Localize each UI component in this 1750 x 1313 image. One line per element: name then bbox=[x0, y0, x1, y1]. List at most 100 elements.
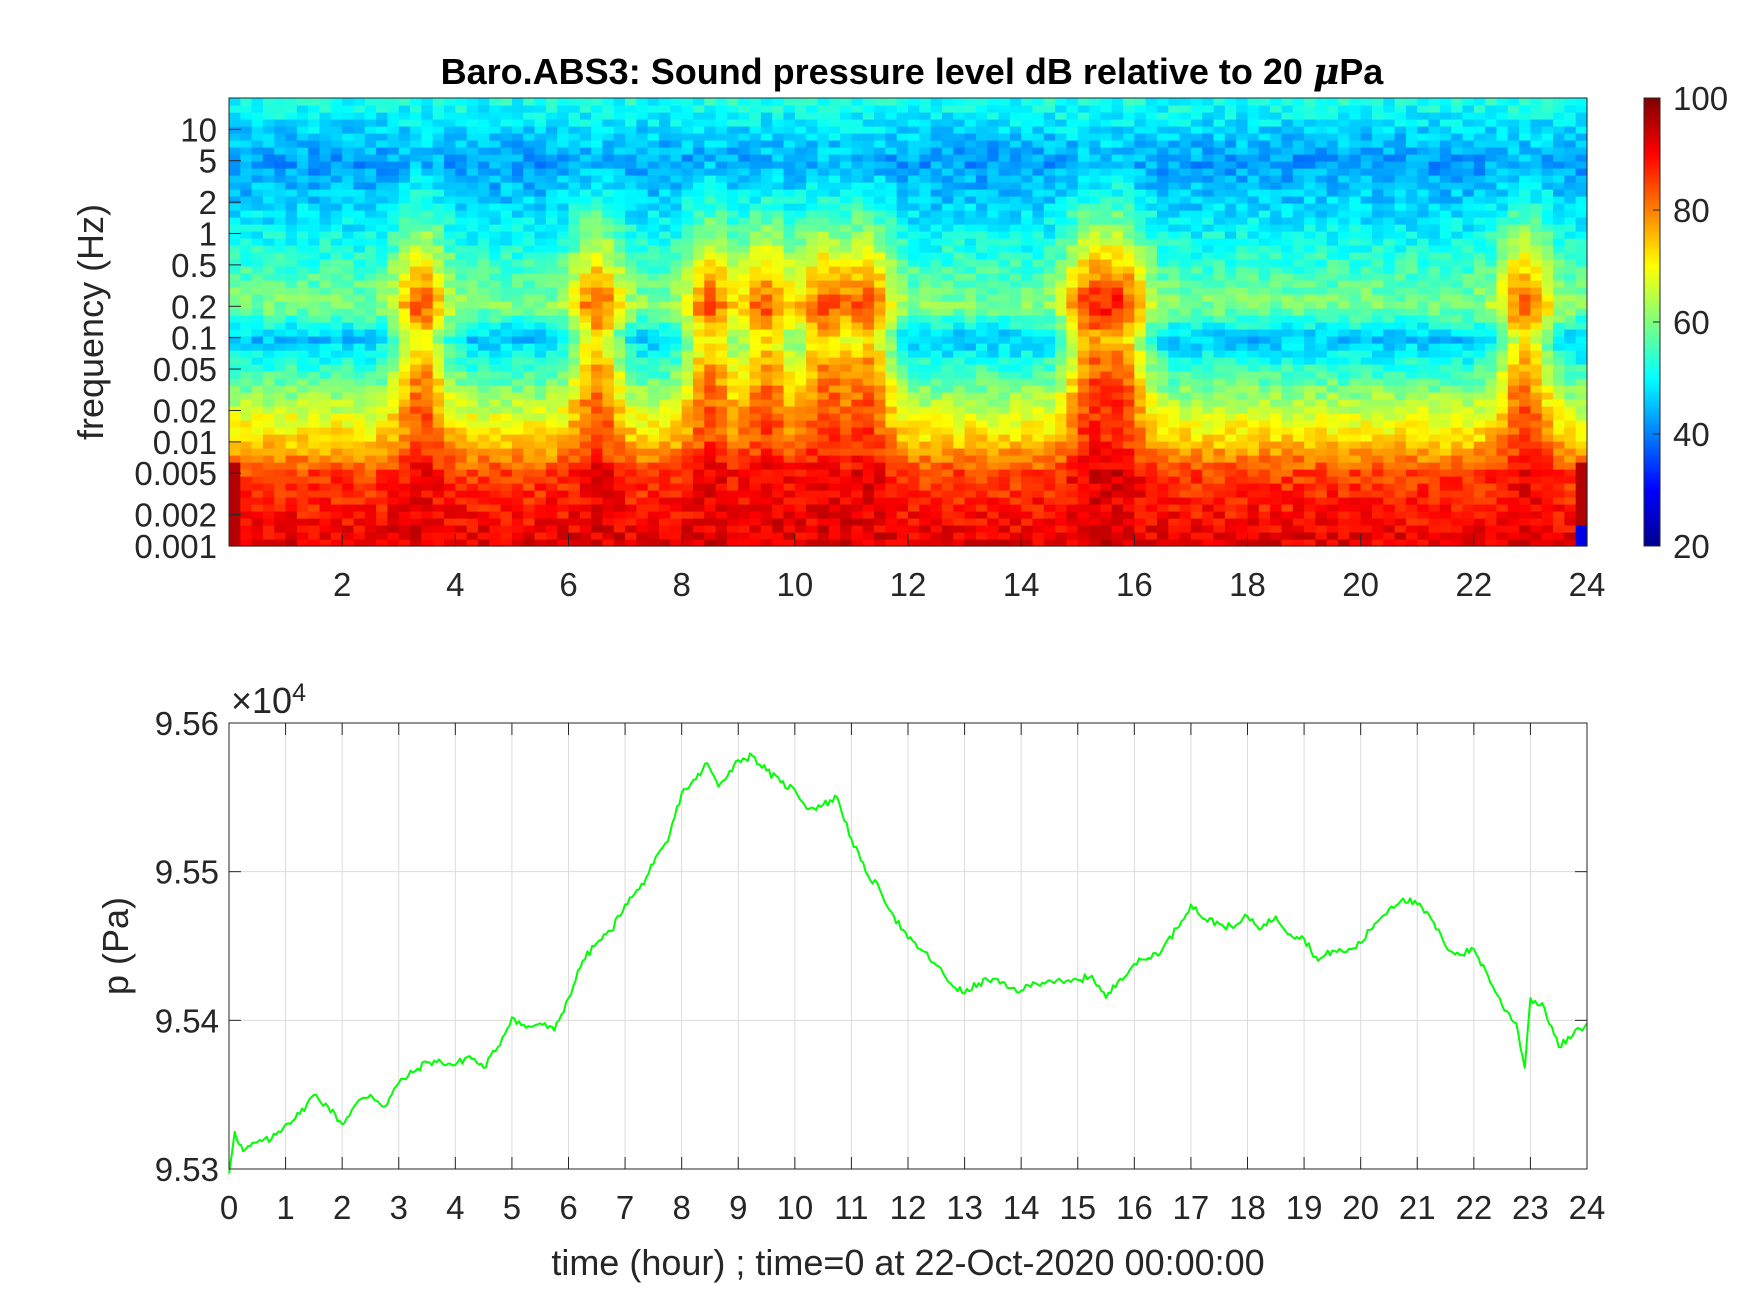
spectrogram-cell bbox=[557, 126, 570, 134]
spectrogram-cell bbox=[817, 525, 830, 533]
spectrogram-cell bbox=[444, 378, 456, 386]
spectrogram-cell bbox=[308, 168, 321, 176]
spectrogram-cell bbox=[975, 175, 988, 183]
spectrogram-cell bbox=[342, 189, 355, 197]
spectrogram-cell bbox=[421, 371, 434, 379]
spectrogram-cell bbox=[908, 497, 920, 505]
spectrogram-cell bbox=[1100, 140, 1113, 148]
spectrogram-cell bbox=[760, 336, 773, 344]
spectrogram-cell bbox=[987, 301, 1000, 309]
spectrogram-cell bbox=[1089, 161, 1101, 169]
spectrogram-cell bbox=[828, 322, 841, 330]
spectrogram-cell bbox=[647, 350, 660, 358]
spectrogram-cell bbox=[557, 182, 570, 190]
spectrogram-cell bbox=[376, 490, 389, 498]
spectrogram-cell bbox=[987, 259, 1000, 267]
spectrogram-cell bbox=[862, 273, 875, 281]
spectrogram-cell bbox=[500, 371, 513, 379]
spectrogram-cell bbox=[421, 518, 434, 526]
spectrogram-cell bbox=[500, 252, 513, 260]
spectrogram-cell bbox=[1066, 273, 1079, 281]
spectrogram-cell bbox=[330, 483, 343, 491]
spectrogram-cell bbox=[964, 224, 977, 232]
spectrogram-cell bbox=[783, 322, 796, 330]
spectrogram-cell bbox=[908, 168, 920, 176]
spectrogram-cell bbox=[432, 497, 445, 505]
spectrogram-cell bbox=[398, 315, 411, 323]
spectrogram-cell bbox=[1043, 203, 1056, 211]
spectrogram-cell bbox=[896, 322, 909, 330]
spectrogram-cell bbox=[659, 469, 671, 477]
spectrogram-cell bbox=[285, 161, 298, 169]
spectrogram-cell bbox=[602, 364, 615, 372]
spectrogram-cell bbox=[953, 406, 966, 414]
spectrogram-cell bbox=[511, 406, 524, 414]
spectrogram-cell bbox=[987, 525, 1000, 533]
spectrogram-cell bbox=[840, 259, 853, 267]
spectrogram-cell bbox=[534, 112, 547, 120]
spectrogram-cell bbox=[636, 504, 649, 512]
spectrogram-cell bbox=[738, 504, 751, 512]
spectrogram-cell bbox=[908, 287, 920, 295]
spectrogram-cell bbox=[591, 224, 604, 232]
spectrogram-cell bbox=[602, 308, 615, 316]
spectrogram-cell bbox=[376, 406, 389, 414]
spectrogram-cell bbox=[851, 469, 864, 477]
spectrogram-cell bbox=[760, 280, 773, 288]
spectrogram-cell bbox=[749, 539, 762, 547]
spectrogram-cell bbox=[591, 105, 604, 113]
spectrogram-cell bbox=[455, 105, 468, 113]
spectrogram-cell bbox=[523, 406, 536, 414]
spectrogram-cell bbox=[455, 511, 468, 519]
spectrogram-cell bbox=[896, 98, 909, 106]
spectrogram-cell bbox=[828, 252, 841, 260]
spectrogram-cell bbox=[760, 217, 773, 225]
spectrogram-cell bbox=[262, 539, 275, 547]
spectrogram-cell bbox=[885, 98, 898, 106]
spectrogram-cell bbox=[647, 469, 660, 477]
spectrogram-cell bbox=[602, 413, 615, 421]
spectrogram-cell bbox=[557, 189, 570, 197]
spectrogram-cell bbox=[851, 420, 864, 428]
spectrogram-cell bbox=[919, 392, 932, 400]
spectrogram-cell bbox=[251, 392, 264, 400]
spectrogram-cell bbox=[251, 259, 264, 267]
spectrogram-cell bbox=[296, 266, 309, 274]
spectrogram-cell bbox=[274, 497, 287, 505]
spectrogram-cell bbox=[749, 441, 762, 449]
spectrogram-cell bbox=[1077, 462, 1090, 470]
spectrogram-cell bbox=[862, 476, 875, 484]
spectrogram-cell bbox=[919, 231, 932, 239]
spectrogram-cell bbox=[851, 448, 864, 456]
spectrogram-cell bbox=[874, 490, 886, 498]
spectrogram-cell bbox=[455, 294, 468, 302]
spectrogram-cell bbox=[444, 336, 456, 344]
spectrogram-cell bbox=[919, 287, 932, 295]
spectrogram-cell bbox=[342, 483, 355, 491]
spectrogram-cell bbox=[885, 280, 898, 288]
spectrogram-cell bbox=[308, 476, 321, 484]
spectrogram-cell bbox=[387, 224, 400, 232]
spectrogram-cell bbox=[602, 231, 615, 239]
spectrogram-cell bbox=[760, 476, 773, 484]
spectrogram-cell bbox=[817, 154, 830, 162]
spectrogram-cell bbox=[602, 301, 615, 309]
spectrogram-cell bbox=[715, 497, 728, 505]
spectrogram-cell bbox=[308, 511, 321, 519]
spectrogram-cell bbox=[670, 427, 683, 435]
spectrogram-cell bbox=[987, 210, 1000, 218]
spectrogram-cell bbox=[319, 322, 332, 330]
spectrogram-cell bbox=[874, 280, 886, 288]
spectrogram-cell bbox=[647, 448, 660, 456]
spectrogram-cell bbox=[500, 518, 513, 526]
spectrogram-cell bbox=[251, 518, 264, 526]
spectrogram-cell bbox=[444, 483, 456, 491]
spectrogram-cell bbox=[296, 140, 309, 148]
spectrogram-cell bbox=[998, 98, 1011, 106]
spectrogram-cell bbox=[251, 147, 264, 155]
spectrogram-cell bbox=[953, 280, 966, 288]
spectrogram-cell bbox=[364, 224, 377, 232]
spectrogram-cell bbox=[308, 392, 321, 400]
spectrogram-cell bbox=[364, 147, 377, 155]
spectrogram-cell bbox=[262, 385, 275, 393]
